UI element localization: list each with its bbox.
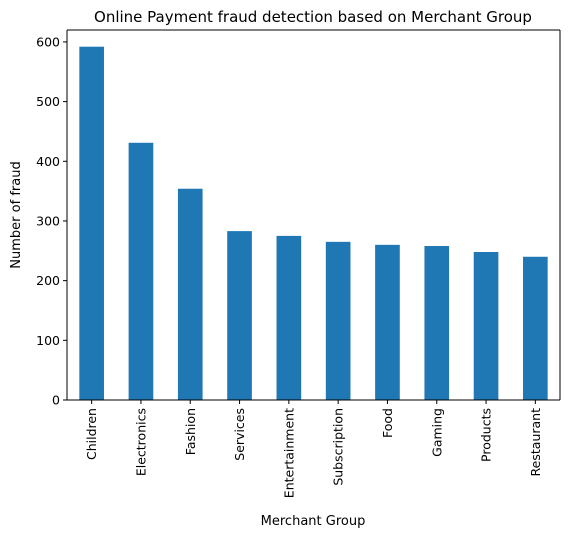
x-tick-label: Children (84, 408, 99, 460)
x-tick-label: Gaming (429, 408, 444, 457)
y-axis: 0 100 200 300 400 500 600 (36, 34, 67, 408)
y-tick-label: 600 (36, 34, 60, 49)
bar-restaurant (523, 256, 548, 400)
bar-services (227, 231, 252, 400)
x-tick-label: Food (380, 408, 395, 438)
bar-subscription (325, 241, 351, 400)
bar-products (473, 252, 499, 400)
plot-frame (66, 29, 561, 401)
y-axis-label: Number of fraud (9, 161, 24, 268)
x-tick-label: Products (479, 408, 494, 462)
y-tick-label: 300 (36, 213, 60, 228)
y-tick-label: 200 (36, 273, 60, 288)
bar-electronics (128, 142, 154, 401)
y-tick-label: 0 (52, 393, 60, 408)
bars-group (79, 46, 548, 401)
y-tick-label: 500 (36, 94, 60, 109)
x-tick-label: Entertainment (281, 408, 296, 498)
x-tick-label: Subscription (331, 408, 346, 486)
chart-title: Online Payment fraud detection based on … (94, 8, 532, 26)
y-tick-label: 400 (36, 154, 60, 169)
bar-entertainment (276, 235, 302, 400)
y-tick-label: 100 (36, 333, 60, 348)
bar-children (79, 46, 104, 401)
x-tick-label: Restaurant (528, 408, 543, 477)
bar-food (375, 244, 400, 400)
bar-fashion (177, 188, 203, 400)
x-tick-label: Fashion (183, 408, 198, 455)
x-tick-label: Electronics (133, 408, 148, 476)
bar-gaming (424, 246, 450, 400)
x-axis-label: Merchant Group (261, 514, 366, 529)
x-tick-label: Services (232, 408, 247, 461)
x-axis: Children Electronics Fashion Services Entert… (84, 400, 543, 498)
